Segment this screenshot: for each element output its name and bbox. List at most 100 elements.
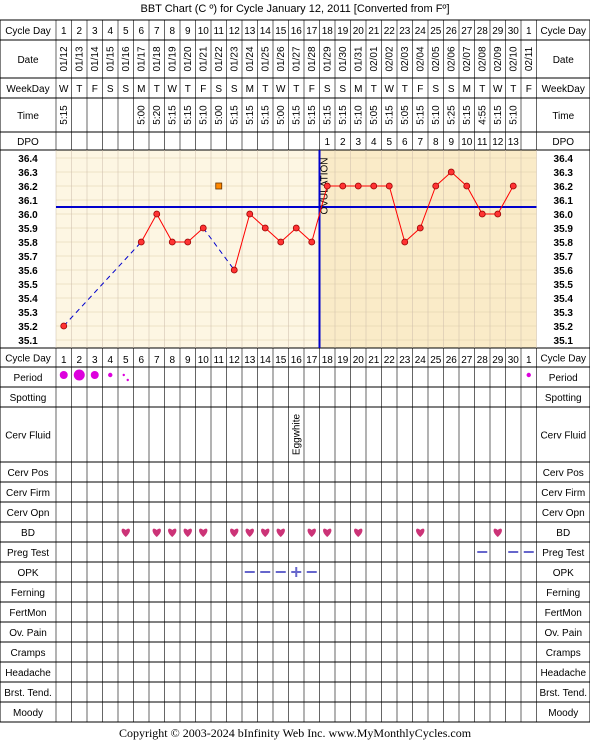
cerv-fluid-label: Cerv Fluid: [5, 431, 51, 442]
time-text: 5:25: [446, 105, 457, 125]
date-text: 01/25: [260, 46, 271, 71]
temp-tick-label: 35.5: [18, 280, 38, 291]
temp-tick-label: 35.1: [18, 336, 38, 347]
weekday-letter: F: [200, 84, 206, 95]
cycle-day-number: 9: [185, 26, 191, 37]
temp-tick-label: 35.4: [554, 294, 574, 305]
cerv-fluid-eggwhite: Eggwhite: [291, 413, 302, 455]
cycle-day-number: 16: [291, 355, 303, 366]
cycle-day-number: 14: [260, 26, 272, 37]
fertmon-label: FertMon: [9, 608, 46, 619]
temp-tick-label: 35.6: [18, 266, 38, 277]
cycle-day-number: 1: [526, 26, 532, 37]
cycle-day-number: 4: [107, 355, 113, 366]
temp-point: [261, 224, 269, 232]
spotting-label: Spotting: [545, 393, 582, 404]
time-text: 5:00: [276, 105, 287, 125]
dpo-number: 1: [324, 137, 330, 148]
temp-tick-label: 36.0: [554, 210, 574, 221]
time-text: 5:15: [167, 105, 178, 125]
period-spot: [126, 378, 129, 382]
cycle-day-number: 30: [508, 26, 520, 37]
cerv-fluid-label: Cerv Fluid: [540, 431, 586, 442]
date-text: 01/30: [338, 46, 349, 71]
time-text: 5:10: [508, 105, 519, 125]
date-text: 02/02: [384, 46, 395, 71]
weekday-letter: F: [92, 84, 98, 95]
weekday-label: WeekDay: [542, 84, 585, 95]
cycle-day-number: 11: [214, 355, 225, 366]
preg-test-label: Preg Test: [542, 548, 584, 559]
weekday-letter: T: [154, 84, 160, 95]
cycle-day-number: 22: [384, 26, 396, 37]
date-text: 02/11: [524, 46, 535, 71]
cycle-day-number: 27: [461, 26, 473, 37]
cycle-day-number: 10: [198, 26, 210, 37]
dpo-number: 13: [508, 137, 520, 148]
ferning-label: Ferning: [546, 588, 580, 599]
cycle-day-number: 19: [337, 26, 349, 37]
dpo-number: 2: [340, 137, 346, 148]
chart-title: BBT Chart (C º) for Cycle January 12, 20…: [140, 3, 449, 15]
cycle-day-number: 13: [244, 355, 256, 366]
cycle-day-number: 20: [353, 355, 365, 366]
cycle-day-number: 28: [477, 355, 489, 366]
cerv-firm-label: Cerv Firm: [6, 488, 50, 499]
temp-tick-label: 35.1: [554, 336, 574, 347]
cerv-opn-label: Cerv Opn: [542, 508, 585, 519]
temp-point: [339, 182, 347, 190]
temp-tick-label: 36.2: [18, 182, 38, 193]
bd-heart-icon: [416, 528, 425, 537]
cycle-day-number: 24: [415, 355, 427, 366]
temp-segment: [388, 185, 406, 243]
temp-segment: [497, 185, 514, 215]
cycle-day-number: 27: [461, 355, 473, 366]
dpo-number: 4: [371, 137, 377, 148]
weekday-letter: T: [262, 84, 268, 95]
weekday-letter: T: [479, 84, 485, 95]
temp-point: [370, 182, 378, 190]
dpo-label: DPO: [17, 137, 39, 148]
weekday-letter: S: [448, 84, 455, 95]
temp-segment: [280, 227, 297, 243]
weekday-letter: S: [107, 84, 114, 95]
dpo-label: DPO: [552, 137, 574, 148]
cramps-label: Cramps: [10, 648, 45, 659]
cycle-day-number: 17: [306, 26, 318, 37]
date-text: 01/24: [245, 46, 256, 71]
weekday-letter: F: [526, 84, 532, 95]
date-text: 01/18: [152, 46, 163, 71]
period-marker: [108, 372, 113, 378]
time-text: 5:15: [338, 105, 349, 125]
time-text: 5:10: [198, 105, 209, 125]
cycle-day-number: 30: [508, 355, 520, 366]
bd-heart-icon: [152, 528, 161, 537]
fertmon-label: FertMon: [545, 608, 582, 619]
time-text: 5:15: [245, 105, 256, 125]
temp-tick-label: 35.8: [18, 238, 38, 249]
weekday-letter: S: [231, 84, 238, 95]
cycle-day-number: 8: [169, 26, 175, 37]
page-bg: [0, 20, 590, 722]
weekday-letter: W: [59, 84, 69, 95]
temp-segment: [249, 213, 266, 229]
weekday-letter: W: [168, 84, 178, 95]
date-text: 01/20: [183, 46, 194, 71]
cycle-day-number: 23: [399, 26, 411, 37]
bd-heart-icon: [230, 528, 239, 537]
cycle-day-number: 21: [368, 355, 380, 366]
date-text: 01/21: [198, 46, 209, 71]
weekday-letter: S: [339, 84, 346, 95]
cycle-day-number: 1: [61, 26, 67, 37]
headache-label: Headache: [540, 668, 586, 679]
period-label: Period: [14, 373, 43, 384]
cycle-day-number: 1: [61, 355, 67, 366]
weekday-letter: W: [493, 84, 503, 95]
cycle-day-number: 12: [229, 26, 241, 37]
cycle-day-number: 12: [229, 355, 241, 366]
cycle-day-number: 10: [198, 355, 210, 366]
date-text: 02/08: [477, 46, 488, 71]
cycle-day-number: 3: [92, 26, 98, 37]
date-text: 01/19: [167, 46, 178, 71]
